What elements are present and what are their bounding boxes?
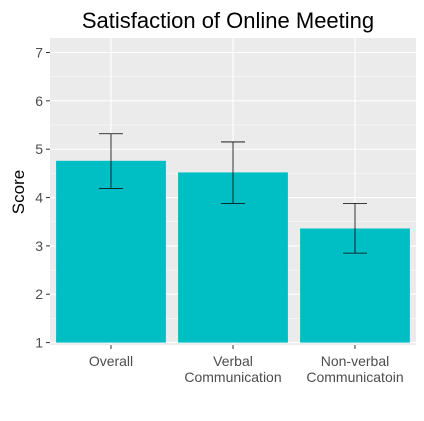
y-axis-label: Score [9,170,28,214]
y-tick-label: 3 [35,238,43,254]
error-bars [99,133,367,254]
x-tick-label: Overall [89,353,133,369]
error-bar-2 [343,202,367,254]
y-tick-label: 1 [35,335,43,351]
bar-0 [56,160,166,343]
chart-title: Satisfaction of Online Meeting [82,8,374,33]
x-tick-label: Non-verbal Communicatoin [306,353,403,385]
y-tick-label: 6 [35,93,43,109]
y-tick-label: 2 [35,286,43,302]
error-bar-1 [221,141,245,204]
error-bar-0 [99,133,123,189]
y-tick-label: 4 [35,190,43,206]
y-tick-label: 7 [35,45,43,61]
y-axis: 1 2 3 4 5 6 7 [35,45,50,351]
x-axis: Overall Verbal Communication Non-verbal Comm… [89,345,404,385]
y-tick-label: 5 [35,141,43,157]
x-tick-label: Verbal Communication [184,353,281,385]
